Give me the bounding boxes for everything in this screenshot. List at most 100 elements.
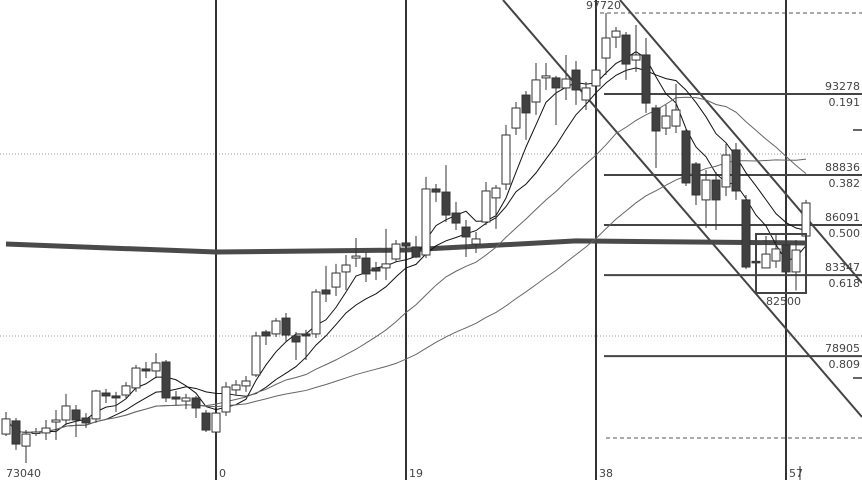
fib-ratio-label: 0.618 xyxy=(829,277,861,290)
candle-down xyxy=(551,77,561,89)
candle-up xyxy=(421,188,431,256)
fib-ratio-label: 0.500 xyxy=(829,227,861,240)
candle-down xyxy=(261,331,271,337)
trend-channel-lower xyxy=(502,0,862,418)
candle-down xyxy=(621,34,631,65)
candle-down xyxy=(641,54,651,104)
candle-up xyxy=(661,115,671,129)
candle-up xyxy=(271,320,281,335)
candle-up xyxy=(721,154,731,188)
candle-up xyxy=(491,187,501,199)
candle-up xyxy=(221,386,231,413)
candle-up xyxy=(771,248,781,262)
candle-up xyxy=(181,397,191,402)
candle-up xyxy=(311,291,321,335)
candle-down xyxy=(371,267,381,272)
fib-price-label: 86091 xyxy=(825,211,860,224)
candle-up xyxy=(41,427,51,434)
candle-down xyxy=(651,107,661,132)
candle-down xyxy=(711,179,721,201)
candle-down xyxy=(571,69,581,91)
candle-up xyxy=(21,433,31,447)
candle-down xyxy=(731,149,741,192)
candle-down xyxy=(441,191,451,216)
candle-up xyxy=(671,109,681,127)
fib-ratio-label: 0.809 xyxy=(829,358,861,371)
candle-down xyxy=(11,420,21,445)
candle-up xyxy=(381,263,391,269)
moving-average-10 xyxy=(5,67,807,433)
candle-down xyxy=(141,368,151,372)
candle-up xyxy=(531,79,541,103)
candle-up xyxy=(391,243,401,260)
candle-down xyxy=(321,289,331,295)
candle-down xyxy=(431,188,441,193)
candle-up xyxy=(1,418,11,435)
candle-down xyxy=(411,246,421,258)
candle-up xyxy=(511,107,521,129)
candle-down xyxy=(741,199,751,268)
candle-up xyxy=(631,54,641,61)
candle-down xyxy=(71,409,81,421)
box-low-label: 82500 xyxy=(766,295,801,308)
moving-average-40 xyxy=(5,158,807,433)
candle-up xyxy=(591,69,601,87)
high-price-label: 97720 xyxy=(586,0,621,12)
candle-down xyxy=(171,396,181,400)
candle-up xyxy=(561,78,571,89)
x-tick-label: 38 xyxy=(599,467,613,480)
candle-down xyxy=(291,335,301,343)
candle-up xyxy=(541,75,551,79)
trend-channel-upper xyxy=(619,0,862,284)
candle-down xyxy=(301,333,311,337)
candle-down xyxy=(681,130,691,184)
candle-down xyxy=(461,226,471,238)
candle-down xyxy=(401,242,411,247)
candle-down xyxy=(81,417,91,424)
fib-price-label: 83347 xyxy=(825,261,860,274)
fib-ratio-label: 0.191 xyxy=(829,96,861,109)
candle-up xyxy=(701,179,711,201)
candle-up xyxy=(791,249,801,273)
candle-up xyxy=(351,255,361,259)
candle-down xyxy=(781,244,791,273)
candle-up xyxy=(241,380,251,387)
candle-up xyxy=(601,37,611,59)
candle-up xyxy=(761,253,771,269)
candle-down xyxy=(201,412,211,431)
candle-up xyxy=(481,190,491,223)
x-tick-label: 19 xyxy=(409,467,423,480)
candle-down xyxy=(101,392,111,397)
candle-up xyxy=(51,419,61,423)
low-price-label: 73040 xyxy=(6,467,41,480)
candle-up xyxy=(251,335,261,376)
candle-down xyxy=(191,397,201,409)
candle-up xyxy=(91,390,101,420)
candle-up xyxy=(121,385,131,396)
fib-price-label: 78905 xyxy=(825,342,860,355)
candle-down xyxy=(161,361,171,399)
candle-up xyxy=(581,87,591,101)
candle-up xyxy=(501,134,511,185)
candle-down xyxy=(451,212,461,224)
candle-up xyxy=(61,405,71,421)
x-tick-label: 0 xyxy=(219,467,226,480)
candle-up xyxy=(801,202,811,237)
candle-up xyxy=(31,431,41,435)
candle-up xyxy=(471,238,481,245)
candle-up xyxy=(611,30,621,38)
candle-up xyxy=(131,367,141,389)
candle-up xyxy=(331,272,341,288)
candle-up xyxy=(231,384,241,391)
candle-up xyxy=(151,362,161,372)
fib-ratio-label: 0.382 xyxy=(829,177,861,190)
consolidation-box xyxy=(755,233,807,294)
candle-up xyxy=(211,412,221,433)
candle-down xyxy=(111,395,121,399)
candle-down xyxy=(521,94,531,114)
candle-up xyxy=(341,264,351,273)
candle-down xyxy=(691,163,701,196)
x-tick-label: 57 xyxy=(789,467,803,480)
